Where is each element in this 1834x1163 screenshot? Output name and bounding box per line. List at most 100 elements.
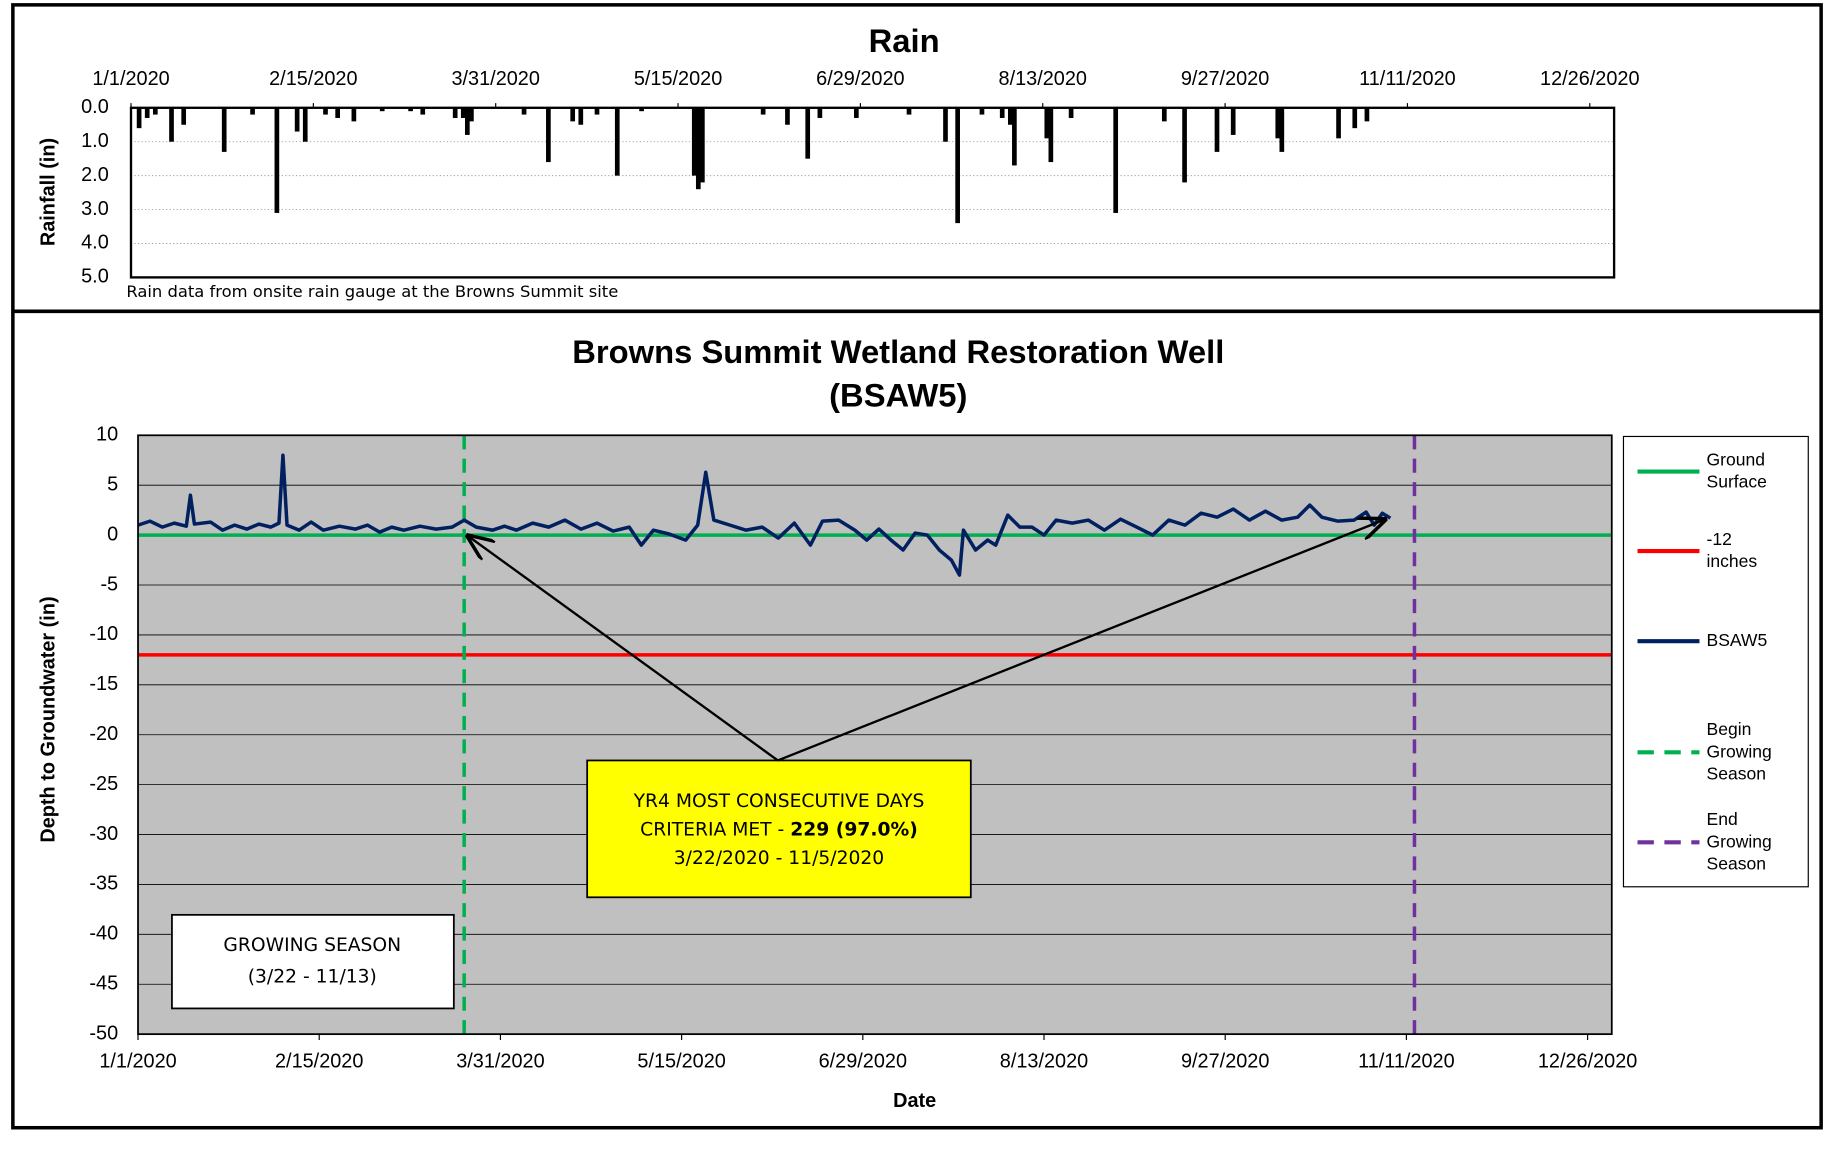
rain-bar (460, 107, 466, 118)
y-tick-label: -20 (89, 723, 118, 745)
x-tick-label: 1/1/2020 (99, 1050, 176, 1072)
season-text: GROWING SEASON (223, 935, 401, 956)
x-tick-label: 9/27/2020 (1181, 1050, 1269, 1072)
x-tick-label: 12/26/2020 (1538, 1050, 1637, 1072)
x-tick-label: 3/31/2020 (456, 1050, 544, 1072)
rain-bar (144, 107, 150, 118)
y-tick-label: 5.0 (81, 266, 109, 288)
rain-bar (221, 107, 227, 152)
y-tick-label: 2.0 (81, 164, 109, 186)
rain-bar (1161, 107, 1167, 122)
outer-frame (11, 3, 1823, 1130)
rain-bar (136, 107, 142, 129)
rain-bar (999, 107, 1005, 118)
rain-bar (351, 107, 357, 122)
legend-label: BSAW5 (1707, 630, 1768, 650)
y-tick-label: -10 (89, 623, 118, 645)
rain-bar (700, 107, 705, 183)
legend-label: -12 inches (1707, 529, 1758, 571)
x-tick-label: 6/29/2020 (816, 68, 904, 90)
x-tick-label: 8/13/2020 (999, 68, 1087, 90)
rain-bar (1044, 107, 1050, 139)
plot-area (131, 107, 1615, 278)
rain-bar (1048, 107, 1054, 163)
rain-bar (785, 107, 790, 125)
rain-bar (302, 107, 308, 142)
rain-bar (250, 107, 255, 115)
arrows (468, 520, 1385, 762)
x-tick-label: 12/26/2020 (1540, 68, 1639, 90)
x-tick-label: 11/11/2020 (1358, 1050, 1455, 1072)
x-tick-label: 9/27/2020 (1181, 68, 1269, 90)
y-tick-label: -25 (89, 773, 118, 795)
rain-bar (1230, 107, 1236, 135)
rain-bar (335, 107, 341, 118)
note: Rain data from onsite rain gauge at the … (126, 282, 618, 301)
rain-bar (469, 107, 474, 122)
rain-bar (464, 107, 470, 135)
arrow (468, 536, 779, 762)
rain-bar (854, 107, 859, 118)
x-tick-label: 3/31/2020 (451, 68, 539, 90)
rain-bar (181, 107, 187, 125)
rain-bar (1336, 107, 1341, 139)
x-tick-label: 2/15/2020 (269, 68, 357, 90)
x-tick-label: 2/15/2020 (275, 1050, 363, 1072)
x-tick-label: 11/11/2020 (1359, 68, 1456, 90)
x-tick-label: 6/29/2020 (819, 1050, 907, 1072)
y-tick-label: -45 (89, 972, 118, 994)
rain-bar (323, 107, 328, 115)
callout-bold: 229 (97.0%) (790, 819, 918, 840)
rain-bar (152, 107, 158, 115)
y-tick-label: 0 (107, 523, 118, 545)
rain-bar (570, 107, 576, 122)
callout-text: CRITERIA MET - 229 (97.0%) (640, 819, 918, 840)
rain-bar (420, 107, 426, 115)
callout-text: YR4 MOST CONSECUTIVE DAYS (633, 791, 925, 812)
rain-bar (578, 107, 584, 125)
rain-bar (521, 107, 527, 115)
callout-box (586, 759, 972, 899)
plot-border (129, 106, 1616, 279)
y-axis-label: Depth to Groundwater (in) (37, 596, 59, 842)
rain-bar (1012, 107, 1017, 166)
rain-bar (691, 107, 697, 176)
rain-bar (979, 107, 985, 115)
rain-bar (169, 107, 174, 142)
x-tick-label: 5/15/2020 (637, 1050, 725, 1072)
rain-bar (1007, 107, 1013, 125)
rain-bar (1352, 107, 1358, 129)
y-tick-label: 5 (107, 473, 118, 495)
well-chart: Browns Summit Wetland Restoration Well (B… (37, 333, 1809, 1112)
rain-bar (294, 107, 300, 132)
rain-bar (817, 107, 823, 118)
rain-bar (594, 107, 600, 115)
rain-bar (1275, 107, 1281, 139)
rain-bar (274, 107, 280, 213)
rain-bar (408, 107, 413, 112)
y-tick-label: -30 (89, 823, 118, 845)
y-tick-label: -35 (89, 873, 118, 895)
data-line (137, 453, 1392, 577)
y-tick-label: -15 (89, 673, 118, 695)
rain-bar (695, 107, 701, 190)
rain-bar (1364, 107, 1370, 122)
callout-text: 3/22/2020 - 11/5/2020 (674, 848, 884, 869)
y-axis-label: Rainfall (in) (37, 138, 59, 246)
x-tick-label: 1/1/2020 (92, 68, 169, 90)
rain-bar (906, 107, 912, 115)
legend-box (1622, 435, 1809, 888)
rain-bar (1182, 107, 1187, 183)
rain-bar (1068, 107, 1074, 118)
rain-bar (955, 107, 960, 224)
y-tick-label: 10 (96, 424, 118, 446)
legend-label: End Growing Season (1707, 809, 1777, 873)
rain-chart: Rain Rainfall (in) 0.0 1.0 2.0 3.0 4.0 5.0 1/1/2… (37, 22, 1639, 301)
callout-text: CRITERIA MET - (640, 819, 790, 840)
y-tick-label: -50 (89, 1022, 118, 1044)
y-tick-label: -5 (100, 573, 118, 595)
rain-bar (546, 107, 551, 163)
x-tick-label: 5/15/2020 (634, 68, 722, 90)
chart-title: Rain (869, 22, 940, 59)
